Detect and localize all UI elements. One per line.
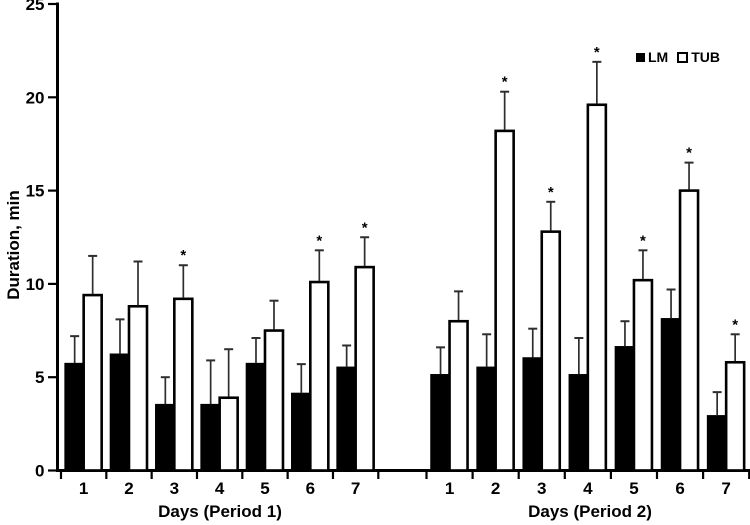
legend-item-tub: TUB [677, 49, 720, 65]
bar-lm-p1-d1 [64, 362, 85, 472]
bar-tub-p1-d3 [173, 297, 194, 472]
y-tick-label: 5 [35, 368, 44, 387]
bar-tub-p1-d2 [127, 304, 149, 472]
day-label: 7 [721, 479, 730, 498]
tub-open-square-icon [677, 51, 689, 63]
legend-label-tub: TUB [691, 49, 720, 65]
legend: LM TUB [636, 49, 720, 65]
y-tick-label: 10 [26, 275, 45, 294]
significance-asterisk: * [502, 74, 508, 91]
day-label: 7 [351, 479, 360, 498]
bar-lm-p2-d5 [614, 346, 636, 472]
bar-tub-p1-d6 [309, 280, 330, 472]
y-axis-title: Duration, min [4, 190, 23, 300]
bar-lm-p2-d1 [430, 374, 451, 472]
x-axis-title-period-1: Days (Period 1) [158, 502, 282, 521]
bar-lm-p1-d7 [336, 366, 357, 472]
bar-tub-p2-d5 [632, 278, 654, 472]
bar-tub-p2-d6 [678, 189, 700, 472]
significance-asterisk: * [732, 316, 738, 333]
lm-filled-square-icon [636, 52, 645, 62]
bar-tub-p2-d3 [540, 230, 562, 472]
day-label: 2 [491, 479, 500, 498]
significance-asterisk: * [180, 247, 186, 264]
day-label: 4 [215, 479, 225, 498]
y-tick-label: 0 [35, 462, 44, 481]
y-tick-label: 25 [26, 0, 45, 14]
significance-asterisk: * [362, 219, 368, 236]
significance-asterisk: * [548, 184, 554, 201]
significance-asterisk: * [594, 44, 600, 61]
significance-asterisk: * [316, 232, 322, 249]
day-label: 6 [675, 479, 684, 498]
bar-lm-p1-d4 [200, 403, 221, 472]
x-axis-title-period-2: Days (Period 2) [528, 502, 652, 521]
bar-lm-p2-d2 [476, 366, 497, 472]
significance-asterisk: * [640, 232, 646, 249]
day-label: 5 [260, 479, 269, 498]
bar-lm-p1-d2 [109, 353, 131, 472]
day-label: 1 [79, 479, 88, 498]
legend-item-lm: LM [636, 49, 668, 65]
day-label: 6 [306, 479, 315, 498]
day-label: 5 [629, 479, 638, 498]
bar-lm-p1-d6 [291, 392, 312, 472]
day-label: 3 [537, 479, 546, 498]
significance-asterisk: * [686, 145, 692, 162]
bar-lm-p2-d3 [522, 357, 544, 472]
bar-tub-p1-d7 [354, 265, 375, 472]
bar-lm-p2-d6 [660, 318, 682, 472]
bar-lm-p1-d3 [155, 403, 176, 472]
bar-lm-p2-d4 [568, 374, 590, 472]
bar-tub-p1-d5 [263, 329, 285, 472]
day-label: 1 [445, 479, 454, 498]
bar-tub-p2-d1 [448, 319, 469, 472]
y-tick-label: 20 [26, 88, 45, 107]
bar-tub-p2-d7 [724, 360, 746, 472]
legend-label-lm: LM [648, 49, 669, 65]
day-label: 3 [170, 479, 179, 498]
bar-tub-p1-d4 [218, 396, 239, 472]
bar-tub-p2-d2 [494, 129, 515, 472]
bar-lm-p2-d7 [706, 415, 728, 472]
day-label: 4 [583, 479, 593, 498]
day-label: 2 [124, 479, 133, 498]
y-tick-label: 15 [26, 182, 45, 201]
bar-tub-p1-d1 [82, 293, 103, 472]
bar-tub-p2-d4 [586, 103, 608, 472]
bar-lm-p1-d5 [245, 362, 267, 472]
